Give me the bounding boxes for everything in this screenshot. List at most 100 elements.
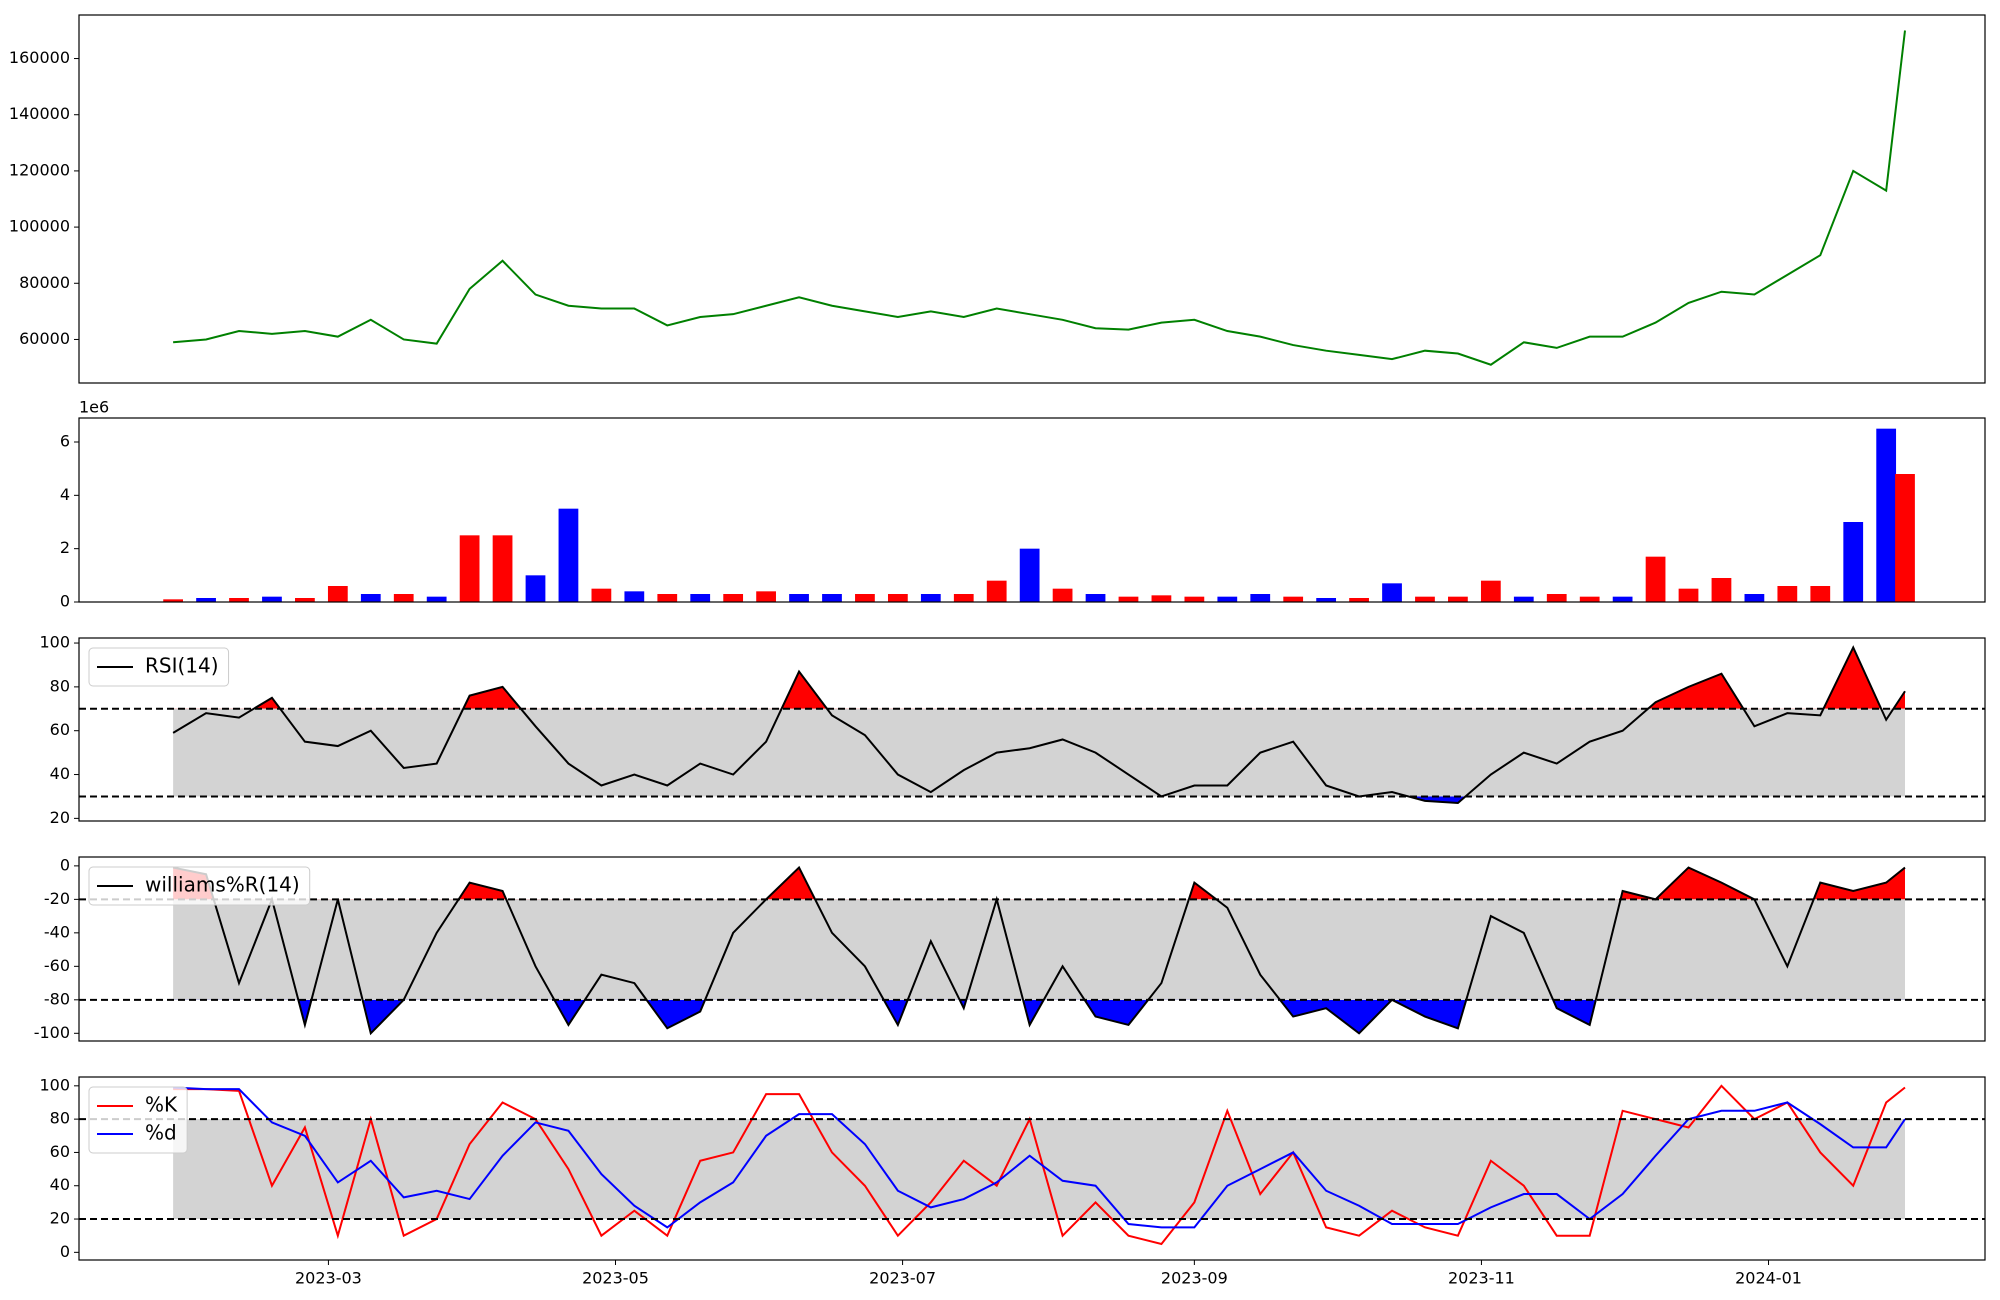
volume-bar — [756, 591, 776, 602]
legend-box — [88, 1086, 188, 1154]
series-line — [172, 645, 1906, 805]
volume-bar — [1810, 586, 1831, 602]
volume-bar — [1283, 596, 1304, 602]
volume-bar — [327, 586, 348, 602]
volume-bar — [986, 580, 1007, 602]
volume-bar — [558, 508, 579, 602]
y-tick-label: -40 — [44, 922, 70, 941]
x-tick-label: 2023-09 — [1161, 1269, 1228, 1288]
volume-bar — [920, 594, 941, 602]
y-tick-label: 120000 — [9, 160, 70, 179]
threshold-band — [173, 899, 1905, 1000]
y-tick-label: 80 — [50, 676, 70, 695]
volume-bar — [624, 591, 645, 602]
y-tick-label: 0 — [60, 592, 70, 611]
series-line — [173, 1084, 1906, 1246]
panel — [163, 428, 1915, 602]
volume-bar — [1316, 598, 1337, 602]
panel — [172, 645, 1906, 805]
y-tick-label: 60000 — [19, 329, 70, 348]
volume-bar — [1843, 522, 1864, 602]
volume-bar — [1382, 583, 1402, 602]
y-tick-label: 40 — [50, 764, 70, 783]
volume-bar — [723, 594, 744, 602]
panel — [172, 865, 1906, 1036]
volume-bar — [1744, 594, 1765, 602]
volume-bar — [591, 588, 612, 602]
y-tick-label: 100 — [39, 633, 70, 652]
x-tick-label: 2023-03 — [295, 1269, 362, 1288]
y-tick-label: 20 — [50, 1209, 70, 1228]
legend-box — [88, 866, 311, 906]
legend-label: RSI(14) — [145, 654, 219, 678]
panel — [173, 30, 1906, 366]
volume-bar — [426, 596, 447, 602]
volume-bar — [1579, 596, 1600, 602]
volume-bar — [1217, 596, 1238, 602]
volume-bar — [657, 594, 678, 602]
series-line — [173, 30, 1906, 366]
y-tick-label: 80000 — [19, 273, 70, 292]
volume-bar — [1645, 556, 1666, 602]
y-tick-label: 100 — [39, 1075, 70, 1094]
volume-bar — [163, 599, 184, 602]
volume-bar — [295, 598, 315, 602]
legend-box — [88, 647, 230, 687]
volume-bar — [1895, 474, 1915, 602]
y-tick-label: 100000 — [9, 217, 70, 236]
threshold-band — [173, 708, 1905, 797]
y-tick-label: 20 — [50, 808, 70, 827]
overbought-fill — [173, 867, 1905, 900]
volume-bar — [789, 594, 809, 602]
volume-bar — [1250, 594, 1271, 602]
volume-bar — [492, 535, 513, 602]
y-tick-label: 160000 — [9, 48, 70, 67]
volume-bar — [822, 594, 842, 602]
volume-bar — [1546, 594, 1567, 602]
legend-label: %d — [145, 1121, 177, 1145]
y-tick-label: -100 — [34, 1023, 70, 1042]
volume-bar — [855, 594, 875, 602]
volume-bar — [887, 594, 908, 602]
y-tick-label: -60 — [44, 956, 70, 975]
y-tick-label: 0 — [60, 855, 70, 874]
volume-bar — [953, 594, 974, 602]
volume-bar — [690, 594, 711, 602]
overbought-fill — [173, 647, 1905, 709]
volume-bar — [1711, 578, 1732, 602]
y-tick-label: 4 — [60, 485, 70, 504]
volume-bar — [1085, 594, 1106, 602]
x-tick-label: 2023-11 — [1448, 1269, 1515, 1288]
x-tick-label: 2024-01 — [1735, 1269, 1802, 1288]
x-tick-label: 2023-07 — [869, 1269, 936, 1288]
volume-bar — [525, 575, 546, 602]
legend-label: williams%R(14) — [145, 873, 300, 897]
volume-bar — [196, 598, 216, 602]
volume-bar — [1777, 586, 1798, 602]
y-tick-label: 40 — [50, 1175, 70, 1194]
x-tick-label: 2023-05 — [582, 1269, 649, 1288]
series-line — [172, 865, 1906, 1036]
volume-bar — [393, 594, 414, 602]
y-tick-label: 0 — [60, 1242, 70, 1261]
y-tick-label: 6 — [60, 432, 70, 451]
series-line — [173, 1086, 1906, 1229]
legend: williams%R(14) — [88, 866, 311, 906]
volume-bar — [1612, 596, 1633, 602]
volume-bar — [1513, 596, 1534, 602]
legend: %K %d — [88, 1086, 188, 1154]
volume-bar — [1019, 548, 1040, 602]
y-tick-label: -80 — [44, 989, 70, 1008]
volume-bar — [1480, 580, 1501, 602]
legend: RSI(14) — [88, 647, 230, 687]
volume-bar — [1349, 598, 1369, 602]
axes-frame — [78, 417, 1986, 603]
axes-frame — [78, 1076, 1986, 1261]
axes-frame — [78, 856, 1986, 1042]
axes-frame — [78, 637, 1986, 822]
y-tick-label: 60 — [50, 720, 70, 739]
volume-bar — [360, 594, 381, 602]
legend-label: %K — [145, 1093, 178, 1117]
panel — [173, 1084, 1906, 1246]
